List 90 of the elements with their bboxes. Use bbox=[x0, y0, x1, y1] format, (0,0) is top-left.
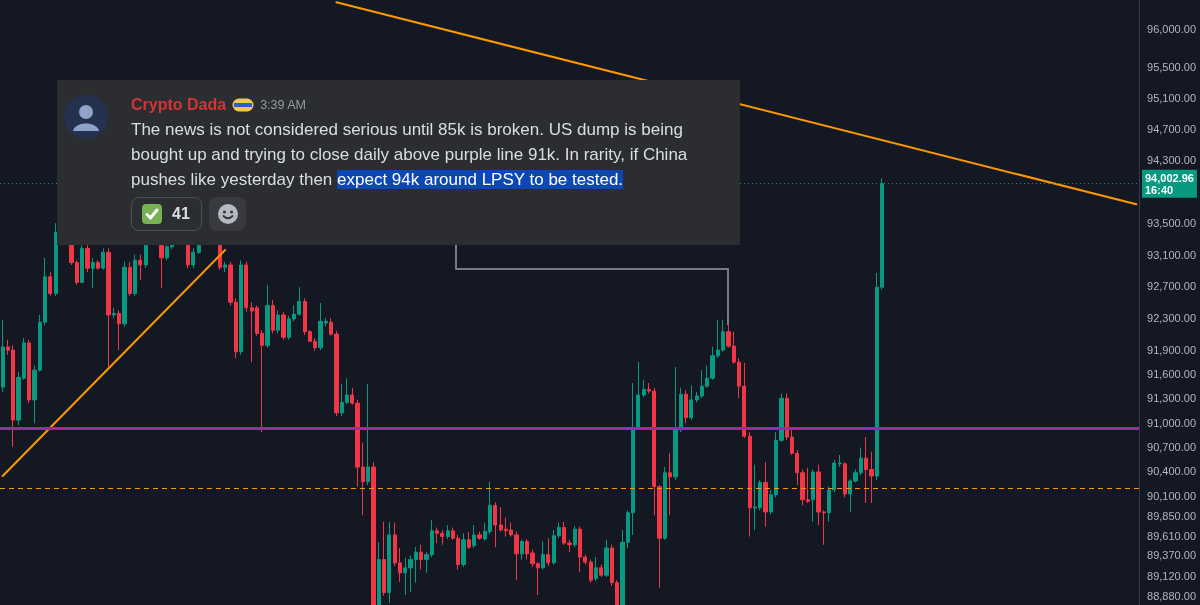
candlestick bbox=[673, 366, 678, 481]
y-tick-label: 90,100.00 bbox=[1147, 489, 1196, 502]
y-tick-label: 93,500.00 bbox=[1147, 217, 1196, 230]
candlestick bbox=[589, 559, 593, 584]
candlestick bbox=[377, 541, 381, 605]
candlestick bbox=[689, 384, 693, 421]
y-tick-label: 89,120.00 bbox=[1147, 570, 1196, 583]
candlestick bbox=[387, 521, 391, 604]
y-tick-label: 90,700.00 bbox=[1147, 440, 1196, 453]
candlestick bbox=[80, 244, 84, 284]
candlestick bbox=[843, 461, 847, 498]
candlestick bbox=[54, 222, 58, 297]
candlestick bbox=[541, 540, 545, 570]
candlestick bbox=[48, 271, 52, 297]
y-tick-label: 89,370.00 bbox=[1147, 549, 1196, 562]
candlestick bbox=[106, 247, 111, 368]
candlestick bbox=[85, 244, 90, 273]
y-tick-label: 89,850.00 bbox=[1147, 510, 1196, 523]
y-tick-label: 89,610.00 bbox=[1147, 529, 1196, 542]
y-tick-label: 92,300.00 bbox=[1147, 312, 1196, 325]
candlestick bbox=[117, 309, 121, 351]
annotation: expect 94k around LPSY to be tested. bbox=[337, 170, 624, 189]
candlestick bbox=[604, 539, 609, 578]
ref-line-label: 94,002.96 16:40 bbox=[1145, 171, 1194, 196]
candlestick bbox=[599, 564, 603, 578]
candlestick bbox=[477, 531, 482, 541]
candlestick bbox=[679, 387, 683, 433]
candlestick bbox=[366, 383, 370, 486]
candlestick bbox=[382, 521, 386, 597]
candlestick bbox=[138, 254, 142, 281]
annotation: bought up and trying to close daily above purple line 91k. In rarity, if China bbox=[131, 145, 688, 164]
reaction-button: 41 bbox=[131, 197, 202, 231]
candlestick bbox=[27, 339, 31, 404]
candlestick bbox=[748, 431, 752, 538]
candlestick bbox=[128, 261, 132, 297]
candlestick bbox=[144, 244, 148, 269]
candlestick bbox=[594, 556, 598, 582]
annotation: pushes like yesterday then bbox=[131, 170, 333, 189]
candlestick bbox=[101, 247, 105, 271]
y-tick-label: 96,000.00 bbox=[1147, 23, 1196, 36]
candlestick bbox=[838, 454, 842, 468]
annotation: Crypto Dada bbox=[131, 95, 227, 115]
candlestick bbox=[244, 261, 248, 313]
y-tick-label: 95,100.00 bbox=[1147, 92, 1196, 105]
candlestick bbox=[467, 531, 471, 550]
candlestick bbox=[133, 254, 137, 297]
candlestick bbox=[112, 307, 116, 319]
candlestick bbox=[197, 244, 201, 255]
candlestick bbox=[472, 524, 476, 549]
y-tick-label: 91,000.00 bbox=[1147, 416, 1196, 429]
candlestick bbox=[271, 299, 275, 334]
y-tick-label: 94,700.00 bbox=[1147, 123, 1196, 136]
annotation: 41 bbox=[172, 204, 190, 224]
candlestick bbox=[668, 452, 672, 516]
candlestick bbox=[265, 284, 270, 349]
y-tick-label: 91,300.00 bbox=[1147, 392, 1196, 405]
candlestick bbox=[546, 537, 550, 567]
y-tick-label: 95,500.00 bbox=[1147, 61, 1196, 74]
candlestick bbox=[419, 544, 423, 570]
candlestick bbox=[461, 532, 466, 568]
candlestick bbox=[159, 244, 164, 289]
annotation: The news is not considered serious until 85k is broken. US dump is being bbox=[131, 120, 683, 139]
candlestick bbox=[520, 539, 524, 561]
candlestick bbox=[493, 501, 497, 548]
candlestick bbox=[1, 319, 5, 393]
y-tick-label: 94,300.00 bbox=[1147, 154, 1196, 167]
candlestick bbox=[684, 389, 688, 424]
candlestick bbox=[91, 257, 95, 289]
candlestick bbox=[96, 259, 100, 271]
y-tick-label: 91,900.00 bbox=[1147, 344, 1196, 357]
y-tick-label: 92,700.00 bbox=[1147, 280, 1196, 293]
candlestick bbox=[281, 311, 286, 341]
candlestick bbox=[811, 469, 815, 523]
candlestick bbox=[276, 309, 280, 334]
y-tick-label: 90,400.00 bbox=[1147, 465, 1196, 478]
candlestick bbox=[186, 244, 190, 269]
candlestick bbox=[223, 261, 227, 273]
candlestick bbox=[663, 466, 667, 541]
candlestick bbox=[446, 524, 450, 540]
candlestick bbox=[763, 461, 768, 528]
candlestick bbox=[122, 261, 127, 328]
candlestick bbox=[371, 461, 376, 605]
y-tick-label: 91,600.00 bbox=[1147, 368, 1196, 381]
candlestick bbox=[191, 247, 195, 269]
annotation: 3:39 AM bbox=[260, 97, 306, 113]
candlestick bbox=[239, 259, 243, 356]
y-tick-label: 93,100.00 bbox=[1147, 248, 1196, 261]
y-tick-label: 88,880.00 bbox=[1147, 589, 1196, 602]
candlestick bbox=[642, 379, 646, 398]
candlestick bbox=[573, 525, 577, 548]
